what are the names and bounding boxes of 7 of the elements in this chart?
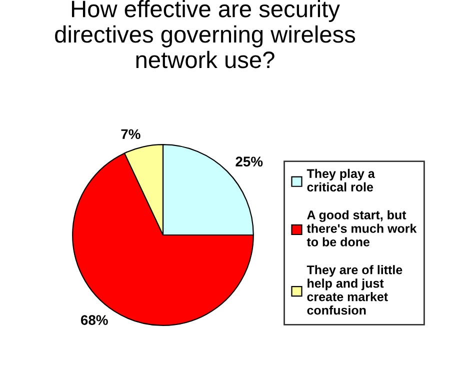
legend-label: They play a critical role	[306, 168, 375, 192]
legend-label: They are of little help and just create market confusion	[306, 265, 402, 315]
data-label: 68%	[80, 315, 108, 325]
legend-label: A good start, but there's much work to be done	[306, 210, 417, 246]
data-label: 7%	[121, 129, 140, 140]
chart-title: How effective are security directives governing wireless network use?	[55, 0, 356, 68]
data-label: 25%	[236, 156, 263, 166]
